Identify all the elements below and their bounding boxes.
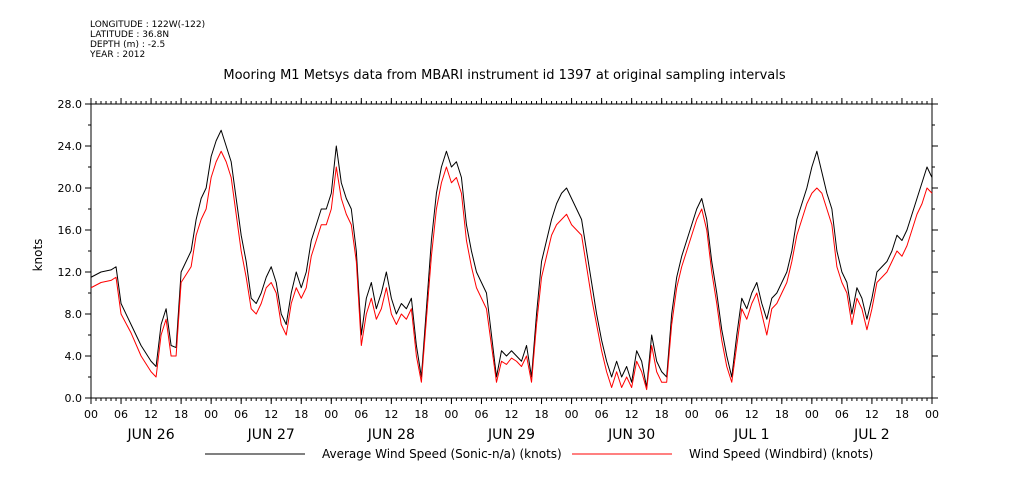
y-tick-label: 16.0 <box>58 224 83 237</box>
x-hour-label: 18 <box>414 408 428 421</box>
x-day-label: JUL 2 <box>853 427 890 443</box>
x-day-label: JUN 30 <box>607 427 655 443</box>
y-axis-label: knots <box>31 239 45 272</box>
legend-label-1: Average Wind Speed (Sonic-n/a) (knots) <box>322 447 562 461</box>
longitude-label: LONGITUDE : 122W(-122) <box>90 20 206 30</box>
series-line-2 <box>90 150 933 391</box>
x-hour-label: 12 <box>264 408 278 421</box>
x-hour-label: 06 <box>234 408 248 421</box>
x-hour-label: 06 <box>114 408 128 421</box>
x-hour-label: 18 <box>775 408 789 421</box>
x-hour-label: 00 <box>84 408 98 421</box>
x-hour-label: 00 <box>685 408 699 421</box>
chart-title: Mooring M1 Metsys data from MBARI instru… <box>223 68 786 83</box>
y-tick-label: 8.0 <box>65 308 83 321</box>
x-day-label: JUN 26 <box>127 427 175 443</box>
x-hour-label: 12 <box>865 408 879 421</box>
x-hour-label: 06 <box>835 408 849 421</box>
y-tick-label: 28.0 <box>58 98 83 111</box>
y-tick-label: 12.0 <box>58 266 83 279</box>
legend: Average Wind Speed (Sonic-n/a) (knots) Wi… <box>205 447 873 461</box>
x-hour-label: 18 <box>535 408 549 421</box>
x-hour-label: 12 <box>144 408 158 421</box>
x-hour-label: 06 <box>474 408 488 421</box>
x-day-label: JUN 27 <box>247 427 295 443</box>
x-hour-label: 00 <box>565 408 579 421</box>
x-hour-label: 12 <box>625 408 639 421</box>
x-hour-label: 06 <box>354 408 368 421</box>
legend-label-2: Wind Speed (Windbird) (knots) <box>689 447 873 461</box>
x-hour-label: 00 <box>204 408 218 421</box>
x-hour-label: 18 <box>294 408 308 421</box>
y-tick-label: 24.0 <box>58 140 83 153</box>
x-hour-label: 18 <box>655 408 669 421</box>
x-hour-label: 00 <box>324 408 338 421</box>
station-metadata: LONGITUDE : 122W(-122) LATITUDE : 36.8N … <box>90 20 205 60</box>
x-hour-label: 00 <box>805 408 819 421</box>
x-hour-label: 12 <box>384 408 398 421</box>
axis-ticks: 0.0 4.0 8.0 12.0 16.0 20.0 24.0 28.0 00 06 12 18 00 0… <box>58 98 939 443</box>
series-line-1 <box>90 129 933 388</box>
x-hour-label: 00 <box>444 408 458 421</box>
depth-label: DEPTH (m) : -2.5 <box>90 40 166 50</box>
y-tick-label: 20.0 <box>58 182 83 195</box>
x-hour-label: 00 <box>925 408 939 421</box>
series-lines <box>90 129 933 391</box>
x-hour-label: 06 <box>715 408 729 421</box>
x-hour-label: 18 <box>174 408 188 421</box>
x-hour-label: 12 <box>745 408 759 421</box>
x-hour-label: 18 <box>895 408 909 421</box>
x-day-label: JUN 29 <box>487 427 535 443</box>
year-label: YEAR : 2012 <box>90 50 146 60</box>
x-hour-label: 12 <box>505 408 519 421</box>
x-day-label: JUN 28 <box>367 427 415 443</box>
y-tick-label: 0.0 <box>65 392 83 405</box>
plot-frame <box>90 103 933 399</box>
x-hour-label: 06 <box>595 408 609 421</box>
x-day-label: JUL 1 <box>733 427 770 443</box>
latitude-label: LATITUDE : 36.8N <box>90 30 170 40</box>
y-tick-label: 4.0 <box>65 350 83 363</box>
